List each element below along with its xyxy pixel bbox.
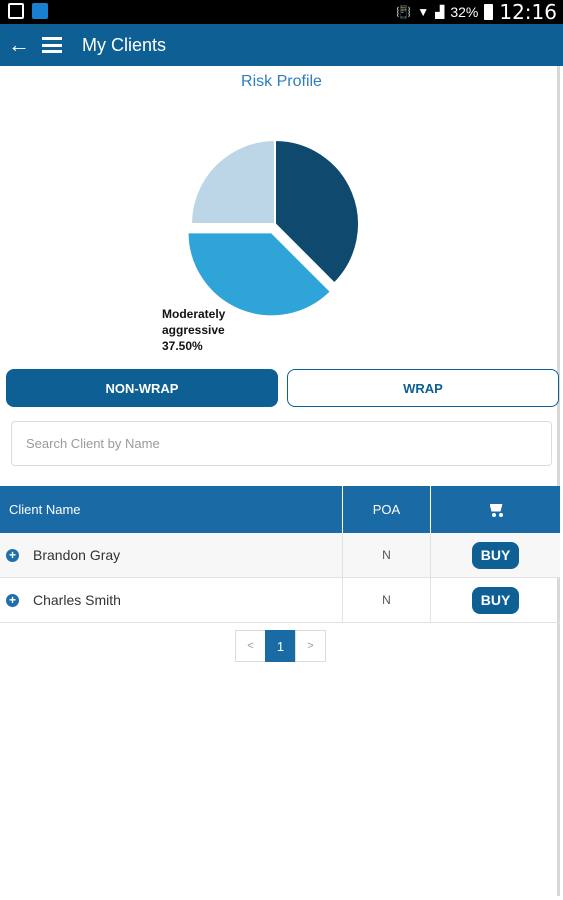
pagination-prev-button[interactable]: < <box>235 630 266 662</box>
poa-cell: N <box>342 578 430 622</box>
column-header-cart <box>430 486 560 533</box>
pagination-page-1[interactable]: 1 <box>265 630 296 662</box>
clock: 12:16 <box>499 0 557 24</box>
pagination: < 1 > <box>235 630 326 662</box>
battery-icon <box>484 4 494 20</box>
app-bar: ← My Clients <box>0 24 563 66</box>
risk-profile-title: Risk Profile <box>241 73 322 90</box>
action-cell: BUY <box>430 533 560 577</box>
buy-button[interactable]: BUY <box>472 586 519 614</box>
action-cell: BUY <box>430 578 560 622</box>
poa-cell: N <box>342 533 430 577</box>
tab-wrap[interactable]: WRAP <box>287 369 559 407</box>
client-name-cell: + Brandon Gray <box>0 533 342 577</box>
image-icon <box>8 3 24 19</box>
clients-table: Client Name POA + Brandon Gray N BUY + C… <box>0 486 560 623</box>
cart-icon <box>488 503 504 517</box>
search-client-input[interactable] <box>11 421 552 466</box>
wifi-icon: ▼ <box>417 5 430 19</box>
status-bar: 📳 ▼ ▟ 32% 12:16 <box>0 0 563 24</box>
vibrate-icon: 📳 <box>396 5 412 19</box>
pie-label-line-2: aggressive <box>162 323 225 337</box>
signal-icon: ▟ <box>435 5 445 19</box>
expand-plus-icon[interactable]: + <box>6 548 19 562</box>
battery-level: 32% <box>450 4 479 20</box>
page-title: My Clients <box>82 34 167 55</box>
pie-label-line-3: 37.50% <box>162 339 203 353</box>
column-header-client-name: Client Name <box>9 502 81 517</box>
buy-button[interactable]: BUY <box>472 541 519 569</box>
table-header: Client Name POA <box>0 486 560 533</box>
pie-slice-1 <box>274 138 360 285</box>
pie-slice-2 <box>186 231 333 318</box>
pie-label-line-1: Moderately <box>162 307 226 321</box>
tab-non-wrap[interactable]: NON-WRAP <box>6 369 278 407</box>
client-name[interactable]: Charles Smith <box>33 592 121 608</box>
table-row: + Brandon Gray N BUY <box>0 533 560 578</box>
column-header-poa: POA <box>342 486 430 533</box>
pagination-next-button[interactable]: > <box>295 630 326 662</box>
client-name-cell: + Charles Smith <box>0 578 342 622</box>
client-name[interactable]: Brandon Gray <box>33 547 121 563</box>
table-row: + Charles Smith N BUY <box>0 578 560 623</box>
pie-slice-3 <box>189 138 276 225</box>
scrollbar[interactable] <box>557 66 560 896</box>
pie-slice-label: Moderately aggressive 37.50% <box>162 306 225 354</box>
app-notification-icon <box>32 3 48 19</box>
back-arrow-icon[interactable]: ← <box>8 32 30 57</box>
expand-plus-icon[interactable]: + <box>6 593 19 607</box>
hamburger-menu-icon[interactable] <box>42 37 62 53</box>
risk-profile-pie-chart <box>186 138 360 318</box>
